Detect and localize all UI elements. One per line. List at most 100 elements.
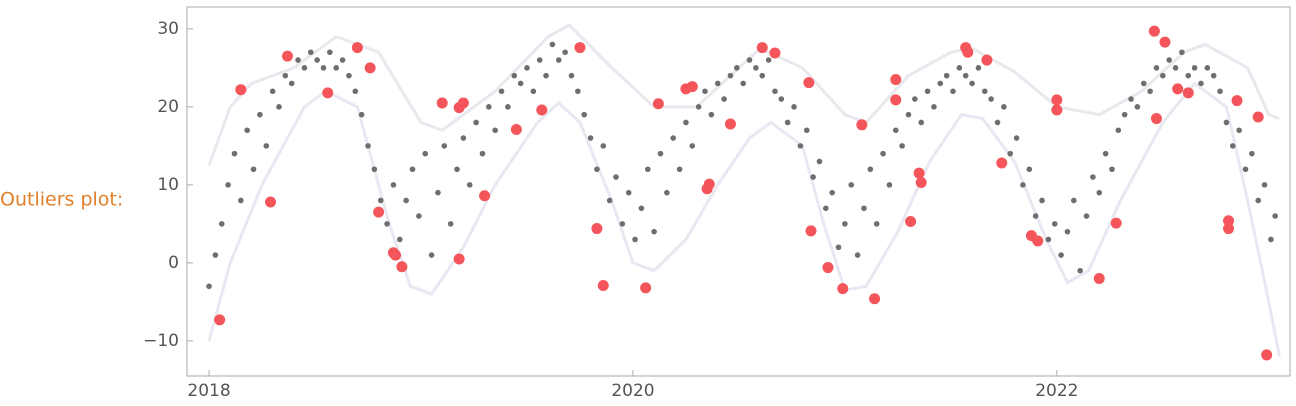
outlier-point [686, 81, 698, 93]
data-point [1115, 127, 1122, 134]
outlier-point [769, 47, 781, 59]
data-point [835, 244, 842, 251]
data-point [1058, 252, 1064, 258]
data-point [664, 189, 670, 196]
data-point [276, 104, 282, 110]
y-tick-label: −10 [143, 331, 179, 351]
data-point [473, 119, 479, 126]
data-point [702, 88, 708, 95]
data-point [594, 166, 600, 173]
outlier-point [591, 223, 603, 235]
x-tick-label: 2020 [611, 381, 654, 401]
data-point [867, 166, 874, 173]
data-point [530, 88, 537, 95]
data-point [1045, 236, 1052, 243]
data-point [346, 72, 352, 79]
data-point [981, 88, 988, 95]
data-point [1191, 65, 1198, 71]
data-point [873, 221, 880, 227]
outlier-point [1231, 95, 1243, 107]
data-point [384, 221, 390, 227]
data-point [492, 127, 498, 134]
data-point [842, 221, 848, 227]
data-point [714, 80, 721, 87]
y-tick-label: 0 [168, 253, 179, 273]
outlier-point [510, 123, 522, 135]
data-point [479, 150, 486, 157]
data-point [1160, 72, 1166, 79]
data-point [339, 57, 346, 63]
data-point [1032, 213, 1039, 219]
data-point [403, 197, 409, 204]
data-point [937, 80, 944, 87]
data-point [689, 143, 696, 149]
data-point [447, 221, 454, 227]
data-point [288, 80, 295, 87]
data-point [943, 72, 950, 79]
data-point [257, 111, 263, 118]
outlier-point [1182, 87, 1194, 99]
outlier-point [890, 94, 902, 106]
data-point [549, 41, 556, 48]
data-point [536, 57, 543, 63]
data-point [1064, 228, 1071, 235]
x-tick-label: 2018 [187, 381, 230, 401]
outlier-point [915, 177, 927, 189]
outlier-point [837, 283, 849, 295]
outlier-point [640, 282, 652, 294]
data-point [524, 65, 530, 71]
data-point [428, 252, 435, 258]
data-point [721, 96, 727, 102]
data-point [390, 182, 397, 188]
data-point [892, 127, 899, 134]
data-point [734, 65, 740, 71]
data-point [1102, 150, 1109, 157]
outlier-point [803, 77, 815, 89]
data-point [1179, 49, 1185, 56]
data-point [670, 135, 677, 141]
data-point [1223, 119, 1230, 126]
outlier-point [574, 42, 586, 54]
outlier-point [724, 118, 736, 130]
outlier-point [265, 196, 277, 208]
data-point [848, 182, 855, 188]
data-point [644, 166, 651, 173]
data-point [250, 166, 257, 173]
data-point [600, 143, 607, 149]
data-point [1051, 221, 1058, 227]
data-point [829, 189, 835, 196]
outlier-point [1032, 235, 1044, 247]
data-point [238, 197, 244, 204]
data-point [517, 80, 524, 87]
outlier-point [652, 98, 664, 110]
data-point [1147, 88, 1153, 95]
frame [186, 6, 1291, 377]
data-point [784, 119, 791, 126]
outlier-point [856, 119, 868, 131]
data-point [435, 189, 441, 196]
outlier-point [805, 225, 817, 237]
data-point [969, 80, 975, 87]
outlier-point [214, 314, 226, 326]
outlier-point [1110, 217, 1122, 229]
data-point [587, 135, 594, 141]
data-point [1134, 104, 1141, 110]
outlier-point [364, 62, 376, 74]
data-point [791, 104, 797, 110]
data-point [638, 205, 645, 212]
outlier-point [1093, 272, 1105, 284]
outlier-point [1051, 94, 1063, 106]
outlier-point [1223, 215, 1235, 227]
outlier-point [822, 262, 834, 274]
data-point [994, 119, 1001, 126]
data-point [651, 228, 657, 235]
data-point [695, 104, 702, 110]
data-point [1020, 182, 1026, 188]
data-point [1083, 213, 1090, 219]
outlier-point [597, 280, 609, 292]
data-point [740, 80, 746, 87]
outlier-point [1261, 349, 1273, 361]
data-point [505, 104, 511, 110]
data-point [1007, 150, 1014, 157]
data-point [759, 72, 766, 79]
